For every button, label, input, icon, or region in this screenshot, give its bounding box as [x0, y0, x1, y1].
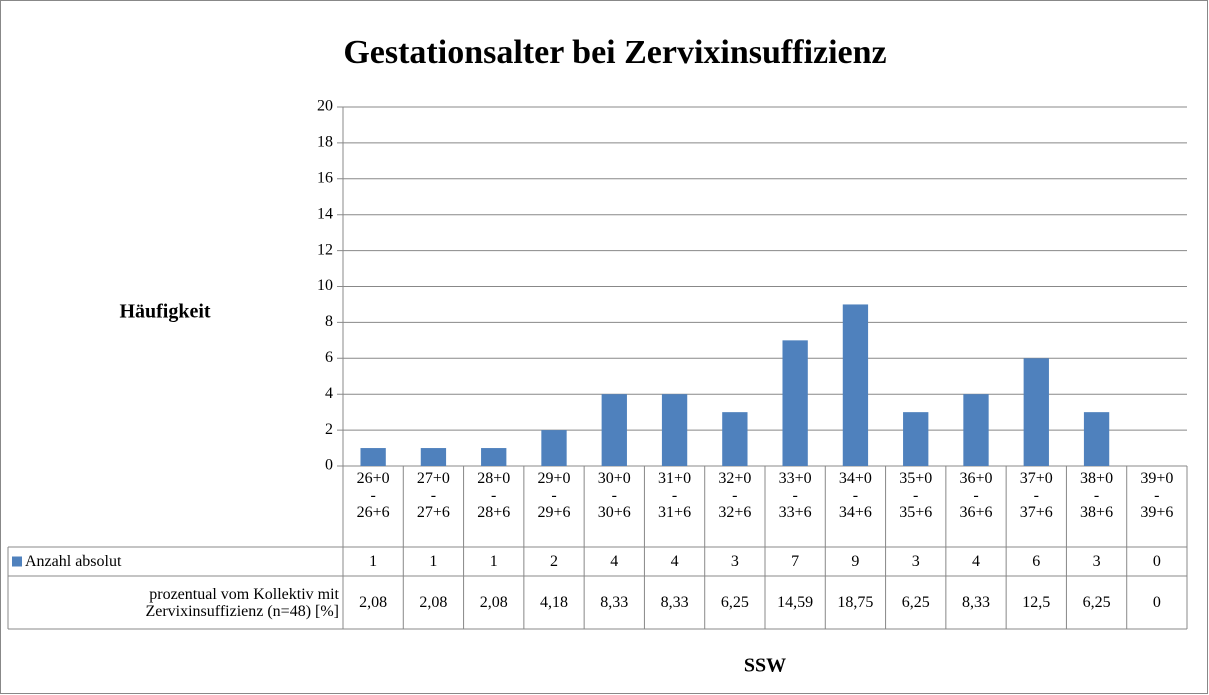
x-tick-label: 39+0 - 39+6: [1140, 470, 1174, 521]
table-value: 9: [851, 553, 860, 570]
y-axis-label: Häufigkeit: [119, 301, 210, 323]
table-value: 4,18: [539, 594, 568, 611]
table-value: 1: [369, 553, 378, 570]
table-value: 14,59: [777, 594, 814, 611]
legend-label: Anzahl absolut: [25, 553, 122, 570]
table-value: 2,08: [419, 594, 448, 611]
y-tick-label: 20: [317, 98, 333, 115]
chart-title: Gestationsalter bei Zervixinsuffizienz: [343, 34, 886, 71]
bar: [481, 448, 507, 466]
bar: [360, 448, 386, 466]
table-value: 8,33: [600, 594, 629, 611]
table-value: 6: [1032, 553, 1041, 570]
table-value: 0: [1152, 594, 1161, 611]
table-value: 2,08: [359, 594, 388, 611]
y-tick-label: 18: [317, 134, 333, 151]
legend-label: prozentual vom Kollektiv mit Zervixinsuf…: [145, 585, 339, 620]
x-tick-label: 30+0 - 30+6: [597, 470, 631, 521]
bar: [601, 394, 627, 466]
table-value: 2,08: [479, 594, 508, 611]
table-value: 6,25: [1082, 594, 1111, 611]
bar: [661, 394, 688, 466]
x-tick-label: 34+0 - 34+6: [838, 470, 872, 521]
y-tick-label: 16: [317, 169, 333, 186]
x-axis-label: SSW: [744, 655, 786, 677]
y-tick-label: 10: [317, 277, 333, 294]
bar: [541, 430, 567, 466]
table-value: 8,33: [961, 594, 990, 611]
table-value: 7: [791, 553, 800, 570]
x-tick-label: 32+0 - 32+6: [718, 470, 752, 521]
x-tick-label: 36+0 - 36+6: [959, 470, 993, 521]
x-tick-label: 37+0 - 37+6: [1019, 470, 1053, 521]
table-value: 2: [549, 553, 558, 570]
x-tick-label: 31+0 - 31+6: [658, 470, 692, 521]
x-tick-label: 27+0 - 27+6: [416, 470, 450, 521]
y-tick-label: 0: [325, 457, 333, 474]
bar: [722, 412, 748, 466]
bar: [963, 394, 989, 466]
table-value: 4: [971, 553, 980, 570]
table-value: 6,25: [720, 594, 749, 611]
y-tick-label: 12: [317, 241, 333, 258]
x-tick-label: 35+0 - 35+6: [899, 470, 933, 521]
bar: [782, 340, 808, 466]
y-tick-label: 6: [325, 349, 333, 366]
bar: [420, 448, 447, 466]
legend-key: [12, 556, 22, 567]
table-value: 3: [730, 553, 739, 570]
table-value: 3: [911, 553, 920, 570]
y-tick-label: 14: [317, 205, 333, 222]
y-tick-label: 2: [325, 421, 333, 438]
x-tick-label: 38+0 - 38+6: [1080, 470, 1114, 521]
table-value: 6,25: [901, 594, 930, 611]
x-tick-label: 29+0 - 29+6: [537, 470, 571, 521]
y-tick-label: 8: [325, 313, 333, 330]
table-value: 1: [489, 553, 498, 570]
x-tick-label: 26+0 - 26+6: [356, 470, 390, 521]
table-value: 18,75: [837, 594, 874, 611]
table-value: 0: [1152, 553, 1161, 570]
y-tick-label: 4: [325, 385, 333, 402]
table-value: 12,5: [1022, 594, 1051, 611]
table-value: 4: [610, 553, 619, 570]
bar: [1023, 358, 1049, 466]
x-tick-label: 28+0 - 28+6: [477, 470, 511, 521]
table-value: 4: [670, 553, 679, 570]
table-value: 1: [429, 553, 438, 570]
table-value: 8,33: [660, 594, 689, 611]
x-tick-label: 33+0 - 33+6: [778, 470, 812, 521]
bar: [1083, 412, 1110, 466]
bar: [842, 304, 869, 466]
table-value: 3: [1092, 553, 1101, 570]
bar: [903, 412, 929, 466]
